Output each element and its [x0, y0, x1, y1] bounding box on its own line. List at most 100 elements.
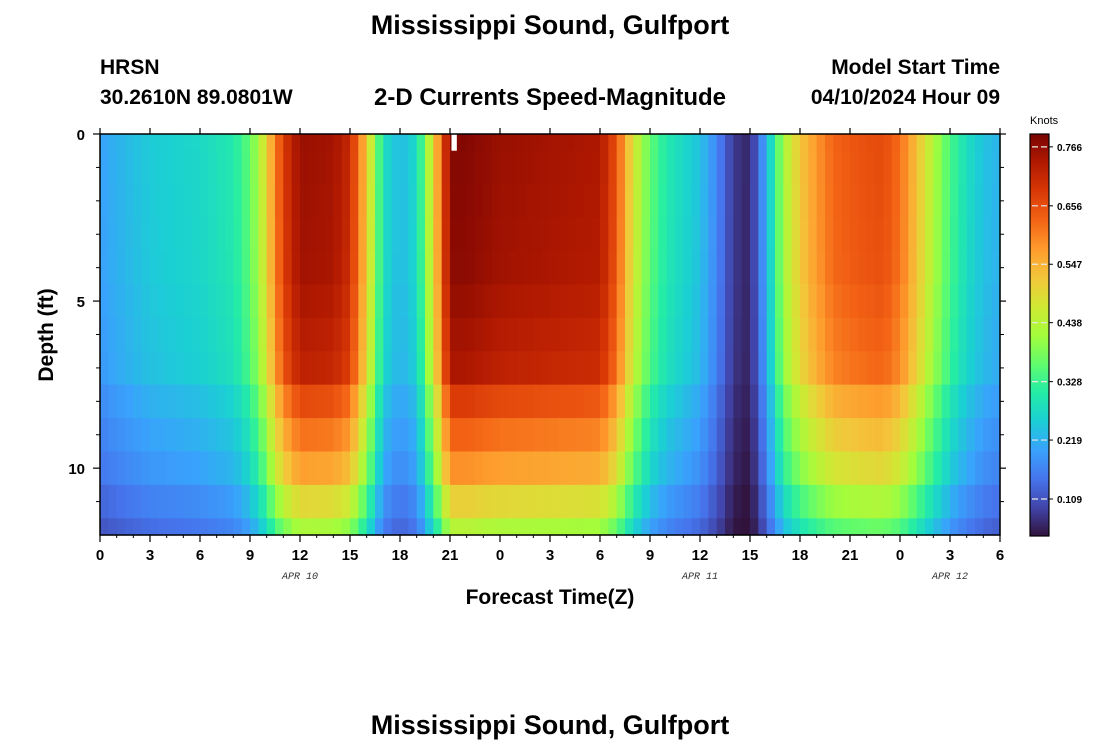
model-start-label: Model Start Time — [831, 56, 1000, 79]
heat-cell — [966, 484, 976, 519]
heat-cell — [275, 150, 284, 185]
heat-cell — [316, 150, 326, 185]
heat-cell — [525, 217, 534, 252]
heat-cell — [950, 134, 959, 152]
heat-cell — [258, 384, 268, 419]
heat-cell — [691, 184, 701, 219]
heat-cell — [883, 217, 893, 252]
heat-cell — [591, 518, 601, 536]
heat-cell — [750, 418, 759, 453]
heat-cell — [216, 484, 226, 519]
heat-cell — [408, 484, 418, 519]
heat-cell — [341, 317, 351, 352]
heat-cell — [341, 217, 351, 252]
heat-cell — [125, 284, 134, 319]
heat-cell — [408, 250, 418, 285]
heat-cell — [916, 134, 926, 152]
heat-cell — [966, 217, 976, 252]
heat-cell — [325, 418, 334, 453]
heat-cell — [833, 384, 843, 419]
heat-cell — [375, 384, 384, 419]
heat-cell — [541, 518, 551, 536]
heat-cell — [875, 134, 884, 152]
heat-cell — [208, 518, 218, 536]
heat-cell — [658, 184, 668, 219]
heat-cell — [341, 284, 351, 319]
heat-cell — [241, 484, 251, 519]
heat-cell — [816, 250, 826, 285]
heat-cell — [891, 250, 901, 285]
heat-cell — [483, 217, 493, 252]
heat-cell — [825, 317, 834, 352]
heat-cell — [733, 518, 743, 536]
heat-cell — [500, 518, 509, 536]
heat-cell — [183, 250, 193, 285]
heat-cell — [925, 484, 934, 519]
heat-cell — [583, 317, 593, 352]
heat-cell — [683, 184, 693, 219]
heat-cell — [625, 484, 634, 519]
heat-cell — [833, 317, 843, 352]
heat-cell — [675, 451, 684, 486]
heat-cell — [541, 217, 551, 252]
heat-cell — [825, 384, 834, 419]
heat-cell — [891, 451, 901, 486]
heat-cell — [575, 351, 584, 386]
heat-cell — [475, 317, 484, 352]
heat-cell — [241, 518, 251, 536]
heat-cell — [541, 351, 551, 386]
heat-cell — [725, 351, 734, 386]
heat-cell — [541, 384, 551, 419]
heat-cell — [833, 150, 843, 185]
heat-cell — [550, 184, 559, 219]
heat-cell — [525, 250, 534, 285]
heat-cell — [483, 250, 493, 285]
heat-cell — [925, 250, 934, 285]
heat-cell — [508, 484, 518, 519]
heat-cell — [491, 150, 501, 185]
heat-cell — [716, 484, 726, 519]
heat-cell — [983, 484, 993, 519]
heat-cell — [758, 284, 768, 319]
heat-cell — [366, 150, 376, 185]
heat-cell — [316, 134, 326, 152]
heat-cell — [241, 351, 251, 386]
heat-cell — [833, 184, 843, 219]
heat-cell — [600, 351, 609, 386]
heat-cell — [800, 384, 809, 419]
heat-cell — [625, 518, 634, 536]
heat-cell — [941, 351, 951, 386]
heat-cell — [150, 217, 159, 252]
heat-cell — [258, 134, 268, 152]
heat-cell — [266, 518, 276, 536]
heat-cell — [758, 518, 768, 536]
heat-cell — [775, 317, 784, 352]
heat-cell — [416, 134, 426, 152]
heat-cell — [566, 451, 576, 486]
heat-cell — [341, 451, 351, 486]
heat-cell — [900, 250, 909, 285]
heat-cell — [733, 134, 743, 152]
heat-cell — [658, 451, 668, 486]
heat-cell — [950, 384, 959, 419]
heat-cell — [766, 518, 776, 536]
heat-cell — [141, 217, 151, 252]
heat-cell — [158, 518, 168, 536]
heat-cell — [625, 451, 634, 486]
heat-cell — [283, 134, 293, 152]
heat-cell — [200, 317, 209, 352]
heat-cell — [308, 184, 318, 219]
heat-cell — [816, 484, 826, 519]
heat-cell — [150, 351, 159, 386]
heat-cell — [650, 518, 659, 536]
heat-cell — [616, 250, 626, 285]
heat-cell — [966, 451, 976, 486]
heat-cell — [325, 134, 334, 152]
heat-cell — [100, 317, 109, 352]
heat-cell — [791, 217, 801, 252]
heat-cell — [750, 284, 759, 319]
heat-cell — [216, 384, 226, 419]
heat-cell — [666, 284, 676, 319]
heat-cell — [583, 484, 593, 519]
heat-cell — [141, 351, 151, 386]
